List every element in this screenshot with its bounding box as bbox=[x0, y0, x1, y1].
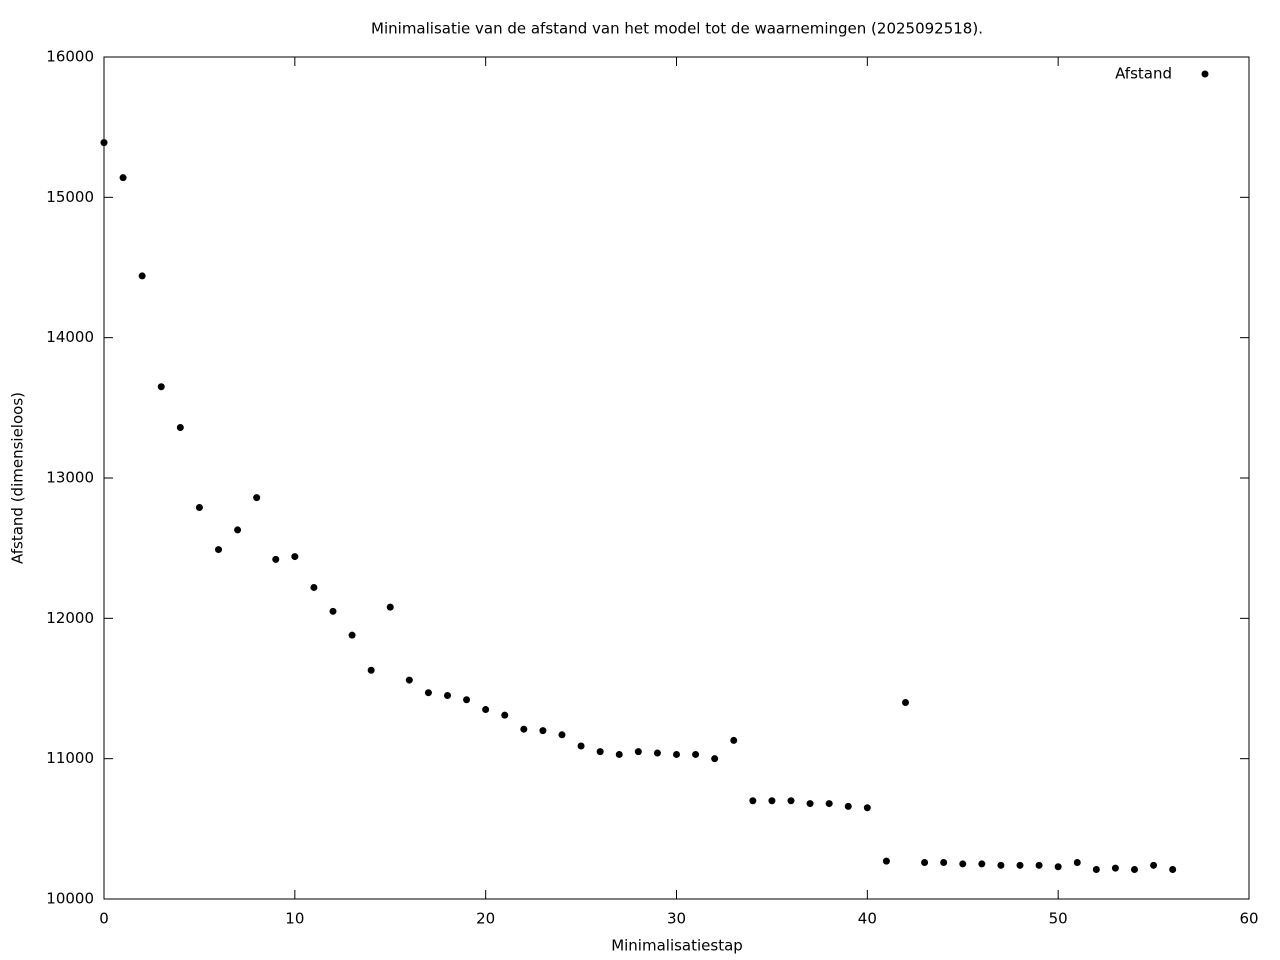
data-point bbox=[768, 797, 776, 805]
data-point bbox=[539, 727, 547, 735]
y-tick-label: 16000 bbox=[46, 48, 94, 66]
data-point bbox=[1169, 866, 1177, 874]
data-point bbox=[157, 383, 165, 391]
data-point bbox=[386, 603, 394, 611]
data-point bbox=[921, 859, 929, 867]
x-tick-label: 10 bbox=[285, 910, 304, 928]
y-tick-label: 11000 bbox=[46, 749, 94, 767]
data-point bbox=[806, 800, 814, 808]
x-tick-label: 20 bbox=[476, 910, 495, 928]
data-point bbox=[100, 139, 108, 147]
data-point bbox=[997, 861, 1005, 869]
x-axis-label: Minimalisatiestap bbox=[611, 937, 743, 955]
data-point bbox=[1016, 861, 1024, 869]
data-point bbox=[844, 802, 852, 810]
y-tick-label: 15000 bbox=[46, 188, 94, 206]
data-point bbox=[673, 750, 680, 758]
legend-marker bbox=[1201, 70, 1209, 78]
data-point bbox=[653, 749, 661, 757]
plot-frame bbox=[103, 56, 1250, 900]
y-tick-label: 12000 bbox=[46, 609, 94, 627]
data-point bbox=[348, 631, 356, 639]
data-point bbox=[329, 607, 337, 615]
data-point bbox=[558, 731, 566, 739]
legend-label: Afstand bbox=[1115, 65, 1172, 83]
data-point bbox=[138, 272, 146, 280]
data-point bbox=[615, 750, 623, 758]
chart-title: Minimalisatie van de afstand van het mod… bbox=[371, 20, 983, 38]
data-point bbox=[310, 583, 318, 591]
data-point bbox=[1150, 861, 1158, 869]
data-point bbox=[577, 742, 585, 750]
data-point bbox=[405, 676, 413, 684]
data-point bbox=[215, 546, 222, 554]
data-point bbox=[749, 797, 757, 805]
data-point bbox=[291, 553, 299, 561]
data-point bbox=[424, 689, 432, 697]
y-axis-label: Afstand (dimensieloos) bbox=[9, 392, 27, 564]
data-point bbox=[520, 725, 528, 733]
y-tick-label: 13000 bbox=[46, 469, 94, 487]
data-point bbox=[1111, 864, 1119, 872]
data-point bbox=[825, 800, 833, 808]
data-point bbox=[730, 736, 738, 744]
data-point bbox=[711, 755, 719, 763]
data-point bbox=[444, 692, 451, 700]
data-point bbox=[253, 494, 261, 502]
data-point bbox=[176, 423, 184, 431]
data-point bbox=[1054, 863, 1062, 871]
data-point bbox=[463, 696, 471, 704]
data-point bbox=[940, 859, 948, 867]
data-point bbox=[596, 748, 604, 756]
data-point bbox=[902, 699, 909, 707]
data-point bbox=[787, 797, 795, 805]
data-point bbox=[1035, 861, 1043, 869]
x-tick-label: 40 bbox=[858, 910, 877, 928]
data-point bbox=[863, 804, 871, 812]
x-tick-label: 30 bbox=[667, 910, 686, 928]
data-point bbox=[272, 555, 280, 563]
data-point bbox=[195, 503, 203, 511]
data-point bbox=[882, 857, 890, 865]
data-point bbox=[501, 711, 509, 719]
data-point bbox=[234, 526, 242, 534]
data-point bbox=[1073, 859, 1081, 867]
data-point bbox=[367, 666, 375, 674]
data-point bbox=[1131, 866, 1138, 874]
data-point bbox=[692, 750, 700, 758]
data-point bbox=[1092, 866, 1100, 874]
x-tick-label: 0 bbox=[99, 910, 109, 928]
data-point bbox=[119, 174, 127, 182]
data-point bbox=[978, 860, 986, 868]
y-tick-label: 14000 bbox=[46, 328, 94, 346]
x-tick-label: 50 bbox=[1049, 910, 1068, 928]
data-point bbox=[634, 748, 642, 756]
data-point bbox=[482, 706, 490, 714]
x-tick-label: 60 bbox=[1239, 910, 1258, 928]
data-point bbox=[959, 860, 967, 868]
y-tick-label: 10000 bbox=[46, 890, 94, 908]
